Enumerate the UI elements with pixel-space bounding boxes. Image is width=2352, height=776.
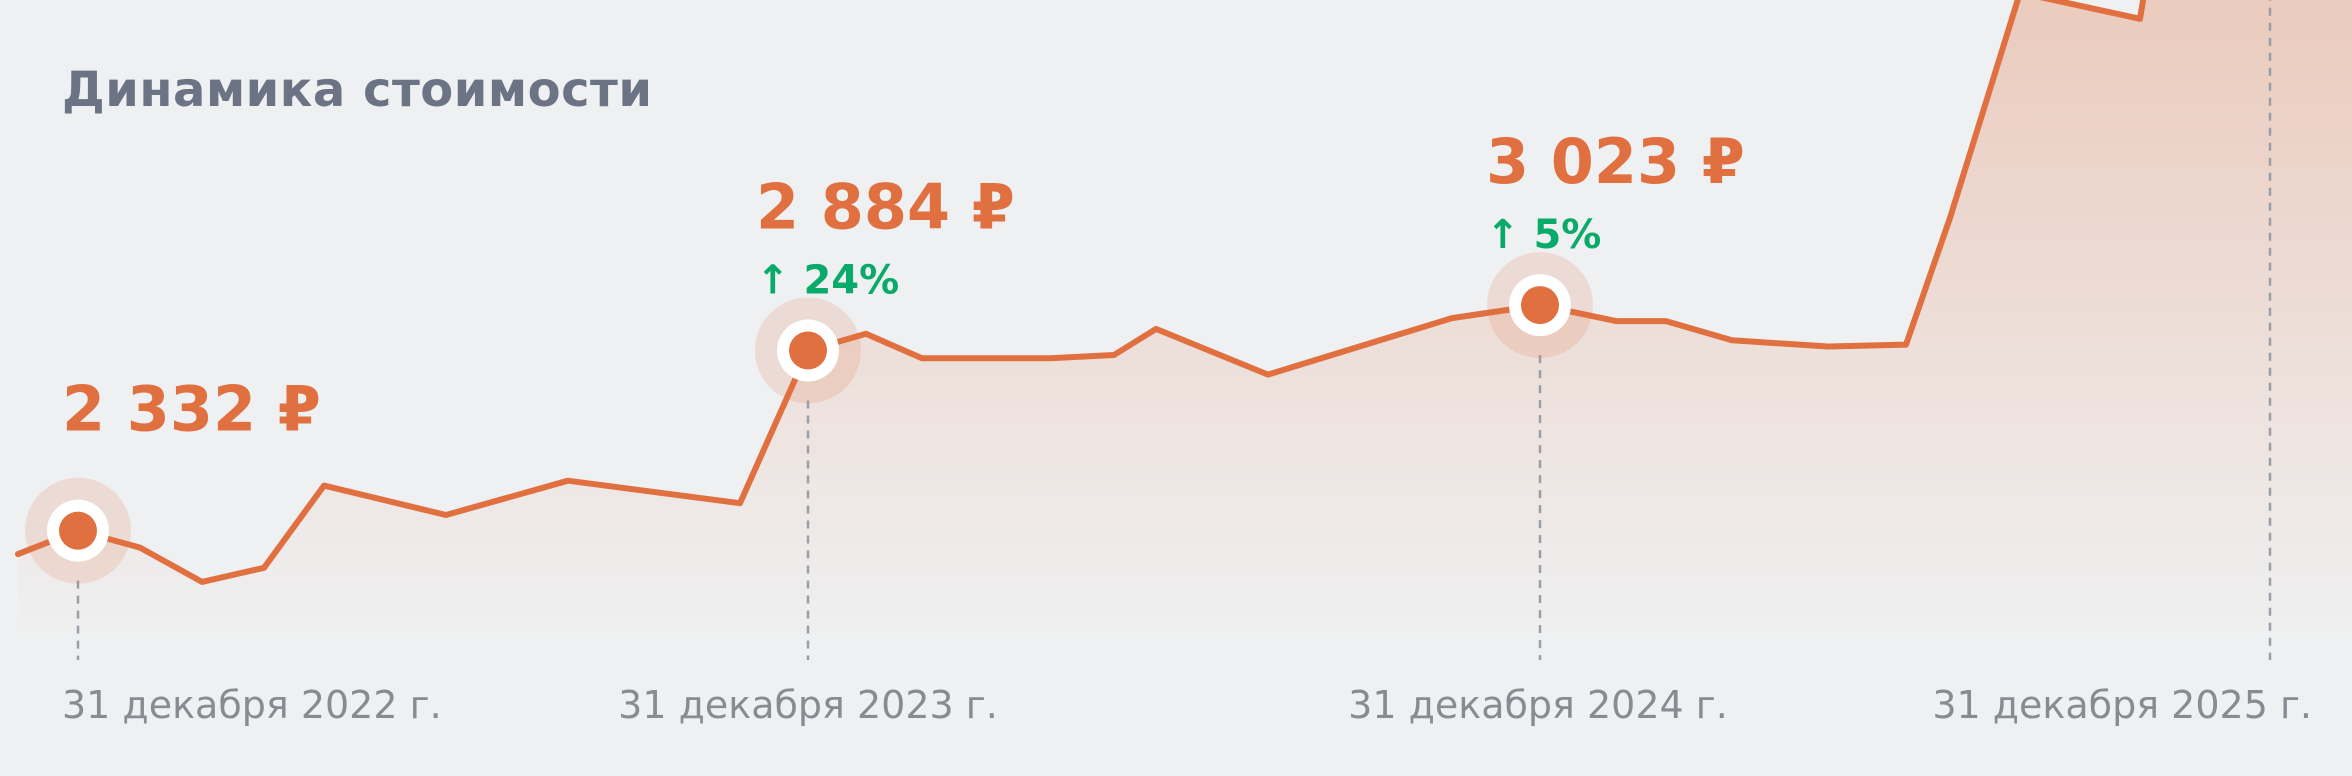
marker-dot-1 xyxy=(789,331,827,370)
change-label-2: ↑ 5% xyxy=(1486,212,1601,258)
change-label-1: ↑ 24% xyxy=(756,257,899,303)
area-fill xyxy=(18,0,2352,640)
series-line xyxy=(15,0,2147,585)
marker-dot-0 xyxy=(59,511,97,550)
chart-title: Динамика стоимости xyxy=(62,62,653,118)
x-tick-label-0: 31 декабря 2022 г. xyxy=(62,683,442,727)
x-tick-label-1: 31 декабря 2023 г. xyxy=(618,683,998,727)
value-label-0: 2 332 ₽ xyxy=(62,373,321,446)
x-tick-label-3: 31 декабря 2025 г. xyxy=(1932,683,2312,727)
value-label-1: 2 884 ₽ xyxy=(756,170,1015,243)
x-tick-label-2: 31 декабря 2024 г. xyxy=(1348,683,1728,727)
value-label-2: 3 023 ₽ xyxy=(1486,125,1745,198)
marker-dot-2 xyxy=(1521,286,1559,325)
